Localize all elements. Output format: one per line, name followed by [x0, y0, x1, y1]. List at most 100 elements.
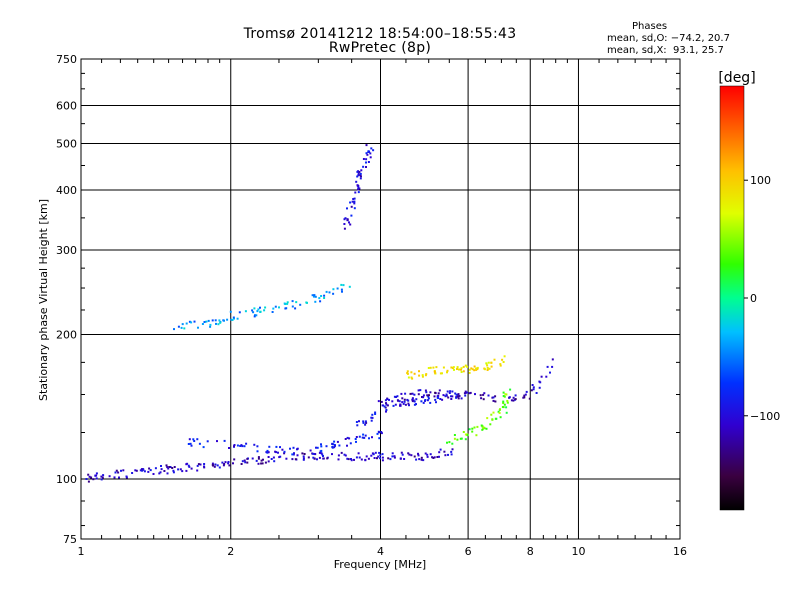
data-point [181, 323, 184, 326]
data-point [522, 396, 525, 399]
data-point [214, 463, 217, 466]
data-point [196, 464, 199, 467]
data-point [362, 421, 365, 424]
data-point [386, 398, 389, 401]
data-point [267, 456, 270, 458]
data-point [448, 392, 451, 394]
data-point [353, 458, 355, 461]
data-point [108, 475, 111, 478]
data-point [499, 408, 501, 411]
data-point [468, 371, 471, 374]
data-point [293, 452, 295, 455]
data-point [344, 454, 347, 457]
data-point [169, 466, 172, 468]
data-point [475, 368, 478, 371]
data-point [325, 290, 328, 293]
data-point [233, 445, 235, 448]
data-point [503, 355, 506, 358]
x-tick-label: 6 [465, 545, 472, 558]
data-point [364, 423, 367, 426]
data-point [483, 426, 486, 429]
data-point [233, 458, 236, 461]
colorbar-ticks: 100 0 −100 [744, 174, 780, 423]
data-point [508, 396, 511, 399]
data-point [470, 367, 473, 370]
data-point [497, 410, 500, 413]
y-tick-label: 300 [56, 244, 77, 257]
data-point [257, 308, 260, 311]
data-point [115, 469, 118, 472]
data-point [407, 402, 410, 405]
data-point [257, 457, 260, 460]
data-point [490, 365, 493, 368]
data-point [264, 461, 267, 464]
data-point [399, 403, 402, 406]
data-point [252, 311, 255, 314]
data-point [502, 391, 505, 394]
data-point [222, 464, 225, 467]
data-point [525, 390, 528, 393]
data-point [421, 375, 424, 378]
data-point [376, 457, 378, 460]
data-point [313, 294, 316, 297]
data-point [505, 411, 508, 414]
data-point [460, 367, 463, 370]
data-point [283, 452, 286, 455]
data-point [415, 458, 418, 461]
data-point [296, 454, 299, 457]
data-point [476, 368, 479, 371]
data-point [349, 442, 352, 445]
data-point [307, 456, 310, 459]
data-point [117, 471, 120, 474]
data-point [364, 459, 367, 462]
data-point [464, 438, 467, 441]
data-point [380, 400, 383, 403]
data-point [286, 302, 289, 305]
data-point [358, 456, 361, 459]
data-point [192, 438, 195, 441]
data-point [149, 469, 152, 472]
data-point [185, 469, 188, 472]
data-point [371, 416, 374, 419]
data-point [294, 307, 297, 310]
grid-lines [81, 59, 680, 539]
data-point [354, 438, 357, 440]
data-point [313, 453, 316, 455]
data-point [256, 445, 259, 448]
data-point [312, 452, 315, 455]
data-point [183, 327, 186, 330]
data-point [122, 469, 125, 472]
data-point [274, 450, 277, 453]
data-point [384, 399, 387, 402]
data-point [131, 472, 134, 474]
data-point [143, 470, 146, 473]
data-point [427, 367, 430, 369]
data-point [485, 362, 488, 365]
data-point [349, 201, 352, 204]
data-point [358, 435, 361, 438]
data-point [295, 301, 298, 304]
data-point [189, 442, 192, 445]
data-point [372, 453, 375, 456]
data-point [468, 392, 471, 395]
data-point [241, 445, 244, 448]
data-point [314, 300, 317, 303]
data-point [263, 309, 266, 312]
data-point [245, 442, 248, 445]
data-point [355, 440, 357, 443]
data-point [289, 447, 291, 450]
data-point [380, 432, 383, 435]
data-point [165, 464, 168, 467]
data-point [100, 475, 103, 478]
data-point [439, 372, 442, 375]
data-point [202, 446, 205, 449]
data-point [188, 320, 191, 323]
data-point [411, 400, 414, 403]
data-point [241, 460, 244, 463]
data-point [429, 401, 432, 404]
y-tick-label: 400 [56, 184, 77, 197]
data-point [462, 365, 465, 368]
data-point [408, 453, 411, 456]
data-point [296, 447, 299, 450]
data-point [266, 451, 269, 454]
